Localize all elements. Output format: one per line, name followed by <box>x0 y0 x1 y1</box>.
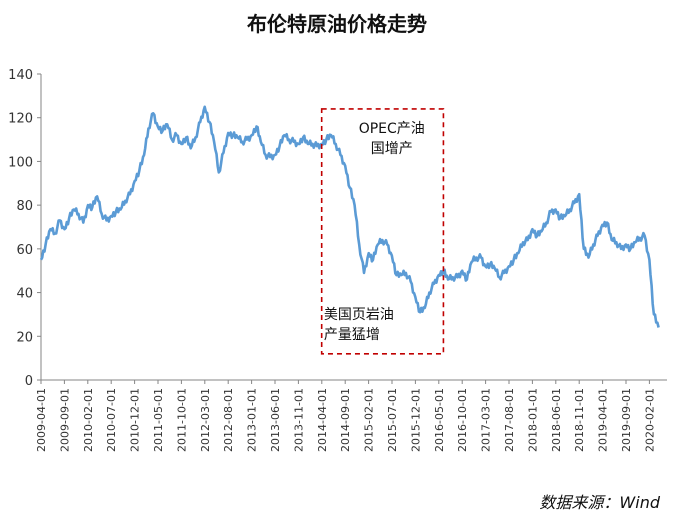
source-note: 数据来源：Wind <box>539 493 660 512</box>
annotation-text: 产量猛增 <box>324 327 380 343</box>
x-tick-label: 2009-09-01 <box>58 388 71 452</box>
x-tick-label: 2015-12-01 <box>409 388 422 452</box>
y-tick-label: 20 <box>16 330 33 345</box>
x-tick-label: 2015-02-01 <box>363 388 376 452</box>
x-tick-label: 2015-07-01 <box>386 388 399 452</box>
x-tick-label: 2018-11-01 <box>573 388 586 452</box>
annotation-text: 美国页岩油 <box>324 307 394 323</box>
x-tick-label: 2009-04-01 <box>35 388 48 452</box>
x-tick-label: 2017-08-01 <box>503 388 516 452</box>
x-tick-label: 2018-06-01 <box>550 388 563 452</box>
y-tick-label: 120 <box>8 112 33 127</box>
x-tick-label: 2010-12-01 <box>129 388 142 452</box>
x-tick-label: 2014-09-01 <box>339 388 352 452</box>
chart-title: 布伦特原油价格走势 <box>247 12 427 36</box>
highlight-box <box>320 108 445 355</box>
x-tick-label: 2012-08-01 <box>222 388 235 452</box>
annotation-text: OPEC产油 <box>359 121 425 137</box>
x-tick-label: 2019-04-01 <box>597 388 610 452</box>
x-tick-label: 2013-01-01 <box>246 388 259 452</box>
y-tick-label: 60 <box>16 243 33 258</box>
x-tick-label: 2018-01-01 <box>526 388 539 452</box>
annotation-text: 国增产 <box>371 141 413 157</box>
price-series-line <box>39 105 660 328</box>
y-tick-label: 80 <box>16 199 33 214</box>
x-tick-label: 2012-03-01 <box>199 388 212 452</box>
x-tick-label: 2013-11-01 <box>292 388 305 452</box>
x-tick-label: 2019-09-01 <box>620 388 633 452</box>
y-tick-label: 0 <box>25 374 33 389</box>
x-tick-label: 2016-10-01 <box>456 388 469 452</box>
y-tick-label: 40 <box>16 287 33 302</box>
x-tick-label: 2020-02-01 <box>643 388 656 452</box>
y-tick-label: 100 <box>8 155 33 170</box>
x-tick-label: 2017-03-01 <box>480 388 493 452</box>
x-tick-label: 2010-07-01 <box>105 388 118 452</box>
x-tick-label: 2016-05-01 <box>433 388 446 452</box>
x-tick-label: 2013-06-01 <box>269 388 282 452</box>
x-tick-label: 2010-02-01 <box>82 388 95 452</box>
y-tick-label: 140 <box>8 68 33 83</box>
x-tick-label: 2014-04-01 <box>316 388 329 452</box>
x-tick-label: 2011-10-01 <box>175 388 188 452</box>
x-tick-label: 2011-05-01 <box>152 388 165 452</box>
